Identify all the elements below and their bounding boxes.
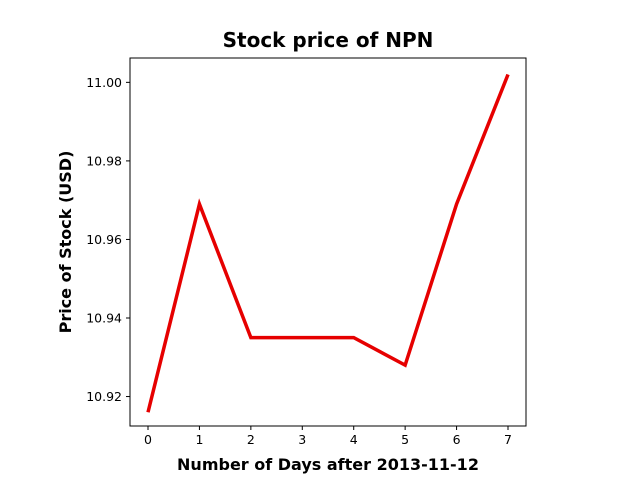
x-tick-label: 0 <box>144 432 152 447</box>
x-tick-label: 6 <box>453 432 461 447</box>
y-axis-label: Price of Stock (USD) <box>56 151 75 334</box>
x-tick-label: 3 <box>298 432 306 447</box>
y-tick-label: 10.94 <box>86 310 122 325</box>
x-axis-ticks: 0 1 2 3 4 5 6 7 <box>144 426 512 447</box>
x-tick-label: 2 <box>247 432 255 447</box>
plot-area-frame <box>129 57 527 427</box>
y-axis-ticks: 10.92 10.94 10.96 10.98 11.00 <box>86 75 130 404</box>
series-line <box>146 73 510 413</box>
x-tick-label: 1 <box>195 432 203 447</box>
x-axis-label: Number of Days after 2013-11-12 <box>177 455 479 474</box>
y-tick-label: 11.00 <box>86 75 122 90</box>
chart-title: Stock price of NPN <box>223 28 434 52</box>
x-tick-label: 4 <box>350 432 358 447</box>
x-tick-label: 5 <box>401 432 409 447</box>
y-tick-label: 10.96 <box>86 232 122 247</box>
series-layer <box>146 73 510 413</box>
y-tick-label: 10.92 <box>86 389 122 404</box>
x-tick-label: 7 <box>504 432 512 447</box>
y-tick-label: 10.98 <box>86 153 122 168</box>
